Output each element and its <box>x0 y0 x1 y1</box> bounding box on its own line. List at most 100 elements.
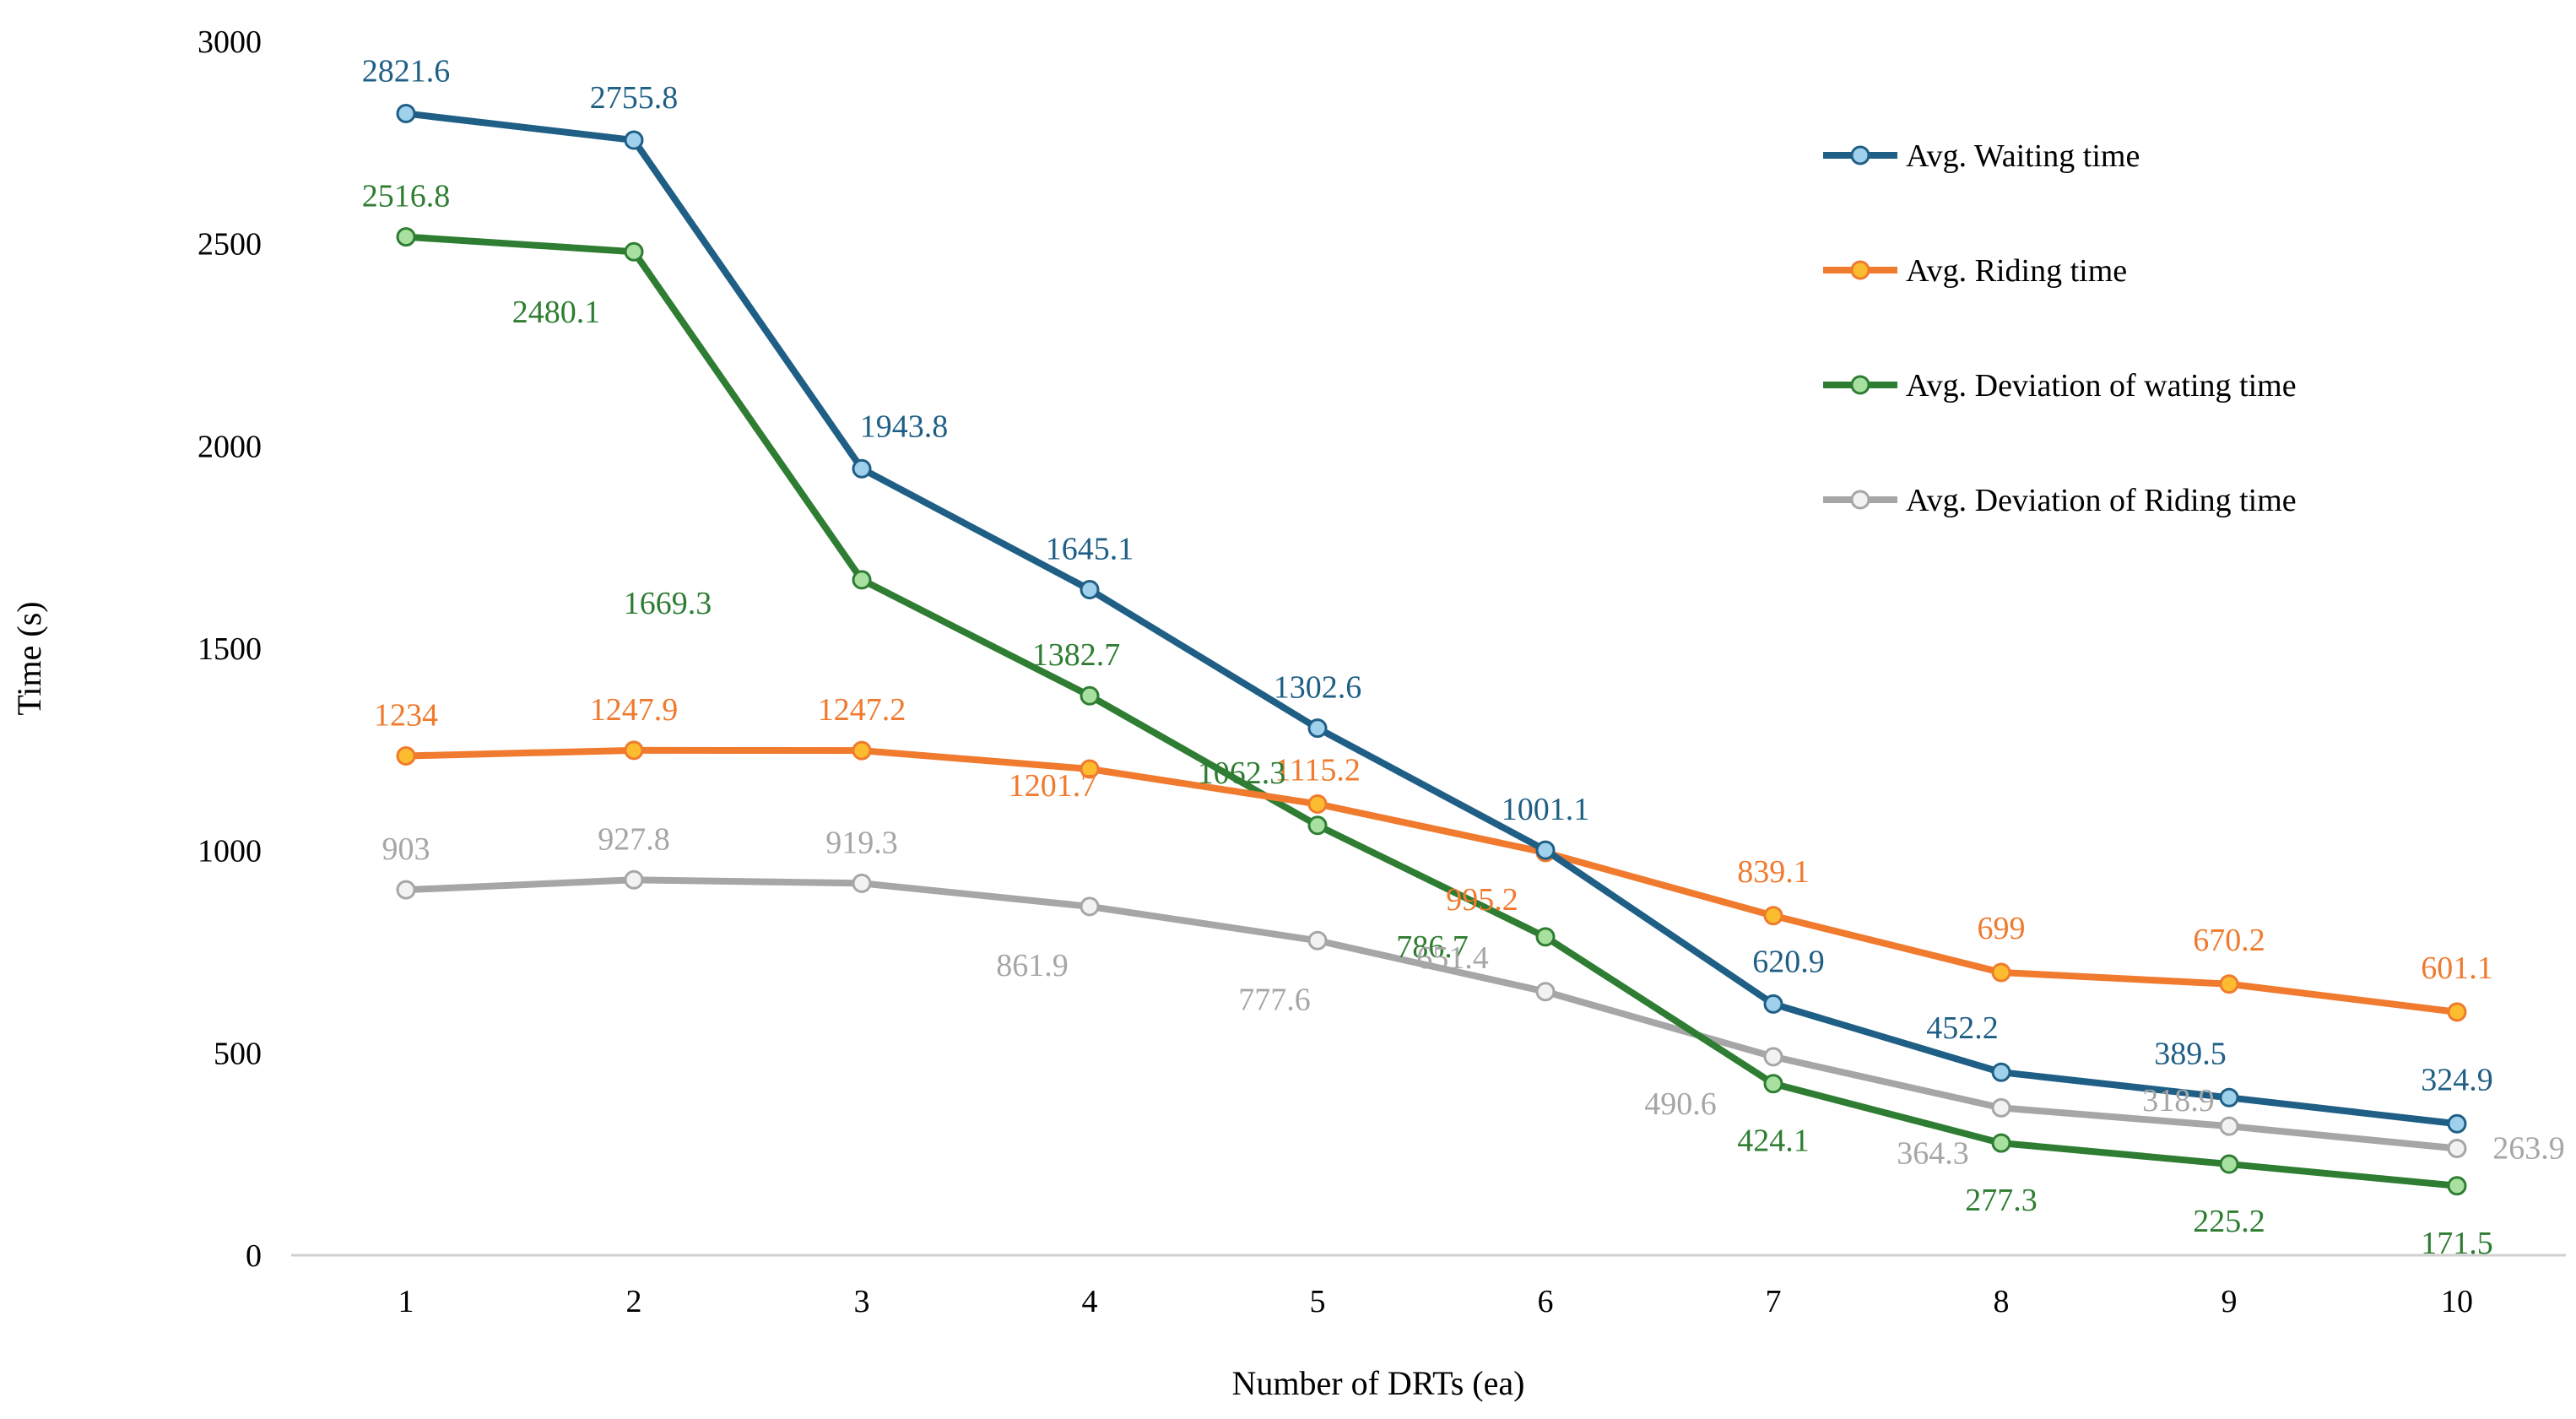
data-point <box>396 227 416 247</box>
legend-marker-icon <box>1850 375 1870 395</box>
y-tick-label: 1500 <box>198 631 262 667</box>
data-label: 1247.9 <box>590 692 679 728</box>
data-label: 995.2 <box>1446 882 1518 918</box>
data-point <box>624 740 644 761</box>
data-point <box>1080 579 1100 599</box>
y-tick-label: 2500 <box>198 227 262 263</box>
data-point <box>852 458 872 479</box>
data-label: 670.2 <box>2193 923 2265 958</box>
data-point <box>2447 1139 2467 1159</box>
data-labels: 2821.6 2755.8 1943.8 1645.1 1302.6 1001.1 620.… <box>362 54 2565 1261</box>
data-label: 1645.1 <box>1046 531 1134 566</box>
data-point <box>1080 759 1100 779</box>
data-label: 786.7 <box>1396 929 1469 965</box>
x-tick-label: 10 <box>2441 1284 2473 1319</box>
data-point <box>624 130 644 150</box>
x-tick-label: 7 <box>1766 1284 1782 1319</box>
data-point <box>1991 1062 2011 1082</box>
data-point <box>1535 927 1556 947</box>
data-label: 225.2 <box>2193 1204 2265 1239</box>
legend-marker-icon <box>1850 145 1870 165</box>
data-label: 318.9 <box>2142 1083 2215 1118</box>
data-label: 389.5 <box>2154 1036 2227 1071</box>
y-tick-label: 2000 <box>198 429 262 464</box>
x-tick-label: 2 <box>626 1284 642 1319</box>
data-point <box>1763 994 1783 1014</box>
data-label: 601.1 <box>2421 951 2493 986</box>
data-label: 861.9 <box>996 948 1069 983</box>
data-point <box>2447 1002 2467 1022</box>
data-label: 620.9 <box>1752 944 1825 979</box>
data-point <box>852 873 872 893</box>
data-point <box>624 241 644 262</box>
data-point <box>396 104 416 124</box>
data-label: 903 <box>382 831 430 867</box>
data-label: 452.2 <box>1926 1010 1999 1046</box>
data-point <box>2447 1176 2467 1196</box>
y-tick-label: 0 <box>246 1238 262 1274</box>
x-tick-label: 3 <box>854 1284 870 1319</box>
data-label: 2821.6 <box>362 54 451 89</box>
data-point <box>624 869 644 890</box>
series-line <box>403 746 2460 1016</box>
legend-marker-icon <box>1850 490 1870 510</box>
y-tick-label: 1000 <box>198 834 262 869</box>
legend-item: Avg. Deviation of wating time <box>1823 368 2297 403</box>
data-point <box>1080 896 1100 917</box>
data-label: 2480.1 <box>512 295 601 330</box>
x-tick-label: 5 <box>1310 1284 1326 1319</box>
data-point <box>1080 685 1100 706</box>
data-label: 490.6 <box>1644 1086 1717 1122</box>
data-label: 1234 <box>374 698 438 734</box>
data-label: 1382.7 <box>1032 637 1121 673</box>
y-tick-label: 500 <box>214 1036 262 1071</box>
legend-label: Avg. Waiting time <box>1906 138 2140 174</box>
data-point <box>1535 840 1556 860</box>
legend-item: Avg. Riding time <box>1823 253 2127 289</box>
data-label: 1115.2 <box>1274 752 1361 788</box>
data-point <box>1307 793 1328 814</box>
data-label: 777.6 <box>1238 982 1311 1017</box>
legend-label: Avg. Riding time <box>1906 253 2127 289</box>
data-point <box>1763 906 1783 926</box>
series-line <box>403 233 2460 1189</box>
data-point <box>2447 1113 2467 1134</box>
data-label: 277.3 <box>1965 1183 2038 1218</box>
y-axis-title: Time (s) <box>10 601 48 715</box>
data-point <box>1991 1133 2011 1153</box>
y-tick-label: 3000 <box>198 24 262 60</box>
series-layer <box>396 104 2467 1196</box>
data-label: 1669.3 <box>624 586 712 621</box>
data-point <box>396 880 416 900</box>
data-point <box>396 746 416 766</box>
legend-item: Avg. Waiting time <box>1823 138 2140 174</box>
data-label: 2755.8 <box>590 80 679 116</box>
data-label: 1201.7 <box>1009 768 1097 804</box>
x-axis-title: Number of DRTs (ea) <box>1232 1364 1525 1402</box>
data-point <box>1307 930 1328 951</box>
series-line <box>403 110 2460 1128</box>
series-line <box>403 876 2460 1152</box>
data-point <box>852 740 872 761</box>
data-point <box>1307 815 1328 836</box>
data-label: 263.9 <box>2492 1131 2565 1167</box>
data-point <box>852 570 872 590</box>
data-label: 324.9 <box>2421 1062 2493 1097</box>
data-label: 1943.8 <box>860 409 949 444</box>
x-tick-label: 6 <box>1538 1284 1554 1319</box>
data-point <box>1763 1074 1783 1094</box>
data-point <box>2219 1154 2239 1174</box>
data-point <box>2219 974 2239 994</box>
data-label: 364.3 <box>1897 1135 1969 1171</box>
legend-label: Avg. Deviation of Riding time <box>1906 483 2297 518</box>
legend-item: Avg. Deviation of Riding time <box>1823 483 2297 518</box>
legend-label: Avg. Deviation of wating time <box>1906 368 2297 403</box>
x-axis-ticks: 1 2 3 4 5 6 7 8 9 10 <box>398 1284 2474 1319</box>
y-axis-ticks: 0 500 1000 1500 2000 2500 3000 <box>198 24 262 1274</box>
data-point <box>1307 718 1328 739</box>
data-label: 699 <box>1978 911 2026 946</box>
data-label: 1062.3 <box>1198 756 1286 791</box>
x-tick-label: 9 <box>2222 1284 2238 1319</box>
data-point <box>1763 1047 1783 1067</box>
